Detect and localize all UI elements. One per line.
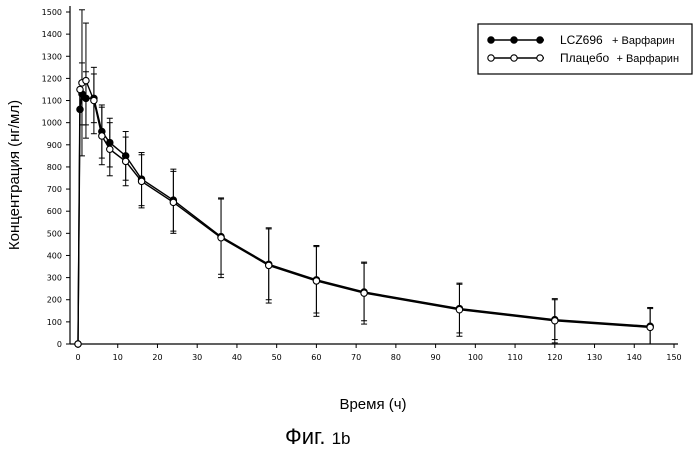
data-point: [218, 235, 224, 241]
legend-label-placebo-suffix: + Варфарин: [616, 53, 679, 65]
legend-sample-marker: [511, 55, 517, 61]
data-point: [122, 158, 128, 164]
x-tick-label: 30: [192, 353, 202, 362]
y-axis-title: Концентрация (нг/мл): [6, 100, 23, 250]
x-axis-ticks: 0 10 20 30 40 50 60 70 80 90 100 110 120 130 140 150: [75, 344, 681, 362]
y-tick-label: 1500: [42, 8, 62, 17]
y-tick-label: 700: [47, 185, 62, 194]
data-point: [91, 97, 97, 103]
x-tick-label: 0: [75, 353, 80, 362]
y-tick-label: 100: [47, 318, 62, 327]
data-point: [361, 290, 367, 296]
x-tick-label: 20: [152, 353, 162, 362]
y-tick-label: 600: [47, 207, 62, 216]
y-tick-label: 500: [47, 229, 62, 238]
data-point: [456, 306, 462, 312]
legend-sample-marker: [488, 37, 494, 43]
y-tick-label: 1200: [42, 74, 62, 83]
x-tick-label: 150: [666, 353, 681, 362]
x-tick-label: 60: [311, 353, 321, 362]
y-tick-label: 200: [47, 296, 62, 305]
legend-label-lcz696: LCZ696 + Варфарин: [560, 33, 675, 47]
data-point: [99, 133, 105, 139]
legend-sample-marker: [537, 37, 543, 43]
y-tick-label: 1300: [42, 52, 62, 61]
y-tick-label: 900: [47, 141, 62, 150]
y-axis-ticks: 0 100 200 300 400 500 600 700 800 900 1000 1100 1200…: [42, 8, 70, 349]
x-tick-label: 80: [391, 353, 401, 362]
x-tick-label: 100: [468, 353, 483, 362]
concentration-time-chart: 0 10 20 30 40 50 60 70 80 90 100 110 120 130 140 150 0 1…: [0, 0, 699, 420]
y-tick-label: 1100: [42, 97, 62, 106]
figure-caption-main: Фиг.: [285, 424, 325, 449]
data-point: [266, 262, 272, 268]
y-tick-label: 300: [47, 274, 62, 283]
data-point: [313, 278, 319, 284]
data-point: [83, 77, 89, 83]
x-tick-label: 10: [113, 353, 123, 362]
figure-caption-number: 1b: [332, 429, 351, 448]
x-axis-title: Время (ч): [339, 396, 406, 413]
x-tick-label: 110: [507, 353, 522, 362]
legend-label-lcz696-suffix: + Варфарин: [612, 35, 675, 47]
y-tick-label: 400: [47, 251, 62, 260]
data-point: [170, 199, 176, 205]
legend-sample-marker: [537, 55, 543, 61]
x-tick-label: 70: [351, 353, 361, 362]
legend-label-placebo-main: Плацебо: [560, 51, 609, 65]
y-tick-label: 800: [47, 163, 62, 172]
data-point: [107, 146, 113, 152]
y-tick-label: 1400: [42, 30, 62, 39]
x-tick-label: 40: [232, 353, 242, 362]
y-tick-label: 0: [57, 340, 62, 349]
y-tick-label: 1000: [42, 119, 62, 128]
data-point: [552, 318, 558, 324]
legend-label-lcz696-main: LCZ696: [560, 33, 603, 47]
data-point: [77, 86, 83, 92]
legend-sample-marker: [488, 55, 494, 61]
x-tick-label: 90: [431, 353, 441, 362]
x-tick-label: 120: [547, 353, 562, 362]
data-point: [75, 341, 81, 347]
legend: LCZ696 + Варфарин Плацебо + Варфарин: [478, 24, 692, 74]
figure-caption: Фиг. 1b: [285, 424, 351, 450]
data-point: [138, 178, 144, 184]
legend-sample-marker: [511, 37, 517, 43]
x-tick-label: 140: [627, 353, 642, 362]
x-tick-label: 50: [272, 353, 282, 362]
legend-box: [478, 24, 692, 74]
x-tick-label: 130: [587, 353, 602, 362]
legend-label-placebo: Плацебо + Варфарин: [560, 51, 679, 65]
data-point: [647, 324, 653, 330]
